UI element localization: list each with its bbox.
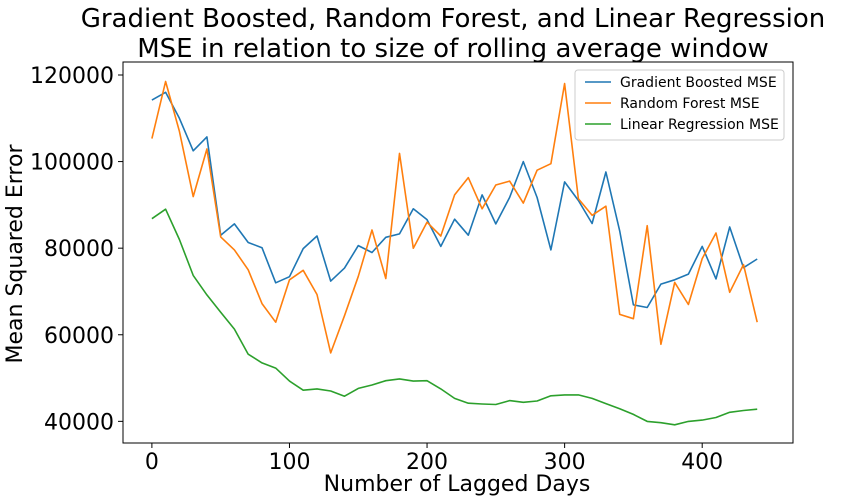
y-tick-label-100000: 100000 bbox=[30, 151, 114, 176]
legend-label-0: Gradient Boosted MSE bbox=[620, 75, 777, 91]
x-tick-label-200: 200 bbox=[406, 450, 448, 475]
axes-layer: 0 100 200 300 400 40000 60000 80000 100000 120000 bbox=[30, 61, 794, 475]
chart-title: Gradient Boosted, Random Forest, and Lin… bbox=[81, 4, 826, 64]
x-tick-label-100: 100 bbox=[268, 450, 310, 475]
x-axis-label: Number of Lagged Days bbox=[324, 472, 591, 497]
y-tick-label-40000: 40000 bbox=[44, 410, 114, 435]
legend: Gradient Boosted MSE Random Forest MSE Lin… bbox=[574, 69, 785, 141]
series-layer bbox=[151, 80, 758, 426]
chart-title-line-2: MSE in relation to size of rolling avera… bbox=[137, 34, 769, 64]
y-tick-label-80000: 80000 bbox=[44, 237, 114, 262]
y-axis-label: Mean Squared Error bbox=[3, 144, 28, 364]
y-tick-label-60000: 60000 bbox=[44, 324, 114, 349]
y-tick-label-120000: 120000 bbox=[30, 64, 114, 89]
x-tick-label-0: 0 bbox=[145, 450, 159, 475]
axes-frame bbox=[122, 61, 794, 444]
series-line-2 bbox=[151, 208, 758, 426]
legend-label-2: Linear Regression MSE bbox=[620, 117, 779, 133]
chart-title-line-1: Gradient Boosted, Random Forest, and Lin… bbox=[81, 4, 826, 34]
legend-label-1: Random Forest MSE bbox=[620, 96, 760, 112]
series-line-1 bbox=[151, 80, 758, 354]
series-line-0 bbox=[151, 91, 758, 309]
x-tick-label-300: 300 bbox=[544, 450, 586, 475]
x-tick-label-400: 400 bbox=[681, 450, 723, 475]
legend-box bbox=[574, 69, 785, 141]
